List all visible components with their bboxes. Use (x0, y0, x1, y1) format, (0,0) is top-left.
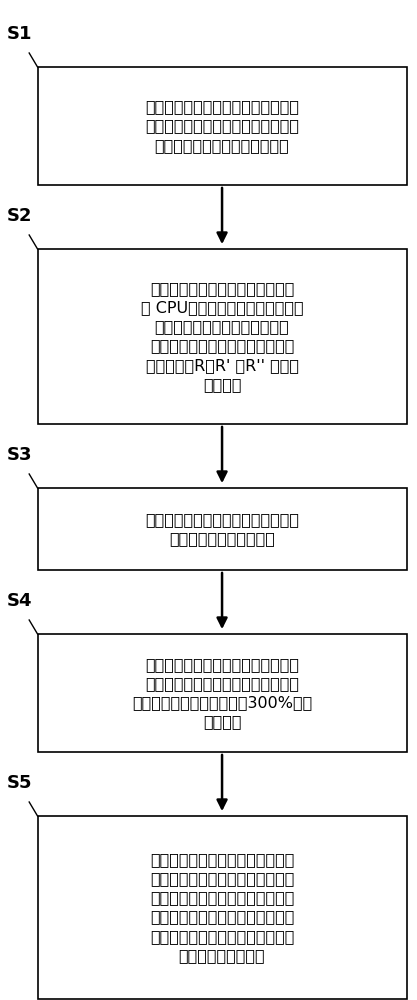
Text: S4: S4 (6, 592, 32, 610)
Bar (38, 634, 407, 752)
Bar (38, 67, 407, 185)
Text: S5: S5 (6, 774, 32, 792)
Text: S3: S3 (6, 446, 32, 464)
Text: 当用户选择由一路供电时，所述第
二 CPU单元起动单相交流电程序，
蓄电池通过三个逆变器输出单相
交流电的时间同步，之间没有相位
偏移，形成R、R' 和R'' : 当用户选择由一路供电时，所述第 二 CPU单元起动单相交流电程序， 蓄电池通过三… (141, 281, 303, 392)
Bar (38, 816, 407, 999)
Text: 通过在每一路上安装单独的开关，可
实现两路或三路并联，一路输出供电
，使单路供电功率最高达到300%的额
定相功率: 通过在每一路上安装单独的开关，可 实现两路或三路并联，一路输出供电 ，使单路供电… (132, 657, 312, 729)
Bar (38, 249, 407, 424)
Text: 三路单相交流电分别经过变压器升压
后，形成单相交流电输出: 三路单相交流电分别经过变压器升压 后，形成单相交流电输出 (145, 512, 299, 546)
Text: 发电设备发出的三相交流电通过整流
过程形成直流电给蓄电池充电，待蓄
电池充满电之后，断开发电设备: 发电设备发出的三相交流电通过整流 过程形成直流电给蓄电池充电，待蓄 电池充满电之… (145, 99, 299, 153)
Text: 在用户用电需求较少的情况下，断
开另两路，仅闭合一路供电；该路
配备一个环形变压器；此时如果临
时需要较大功率电能，可将断开的
两路重新闭合，并重复上述三路同
: 在用户用电需求较少的情况下，断 开另两路，仅闭合一路供电；该路 配备一个环形变压… (150, 852, 294, 963)
Text: S2: S2 (6, 207, 32, 225)
Bar (38, 488, 407, 570)
Text: S1: S1 (6, 25, 32, 43)
